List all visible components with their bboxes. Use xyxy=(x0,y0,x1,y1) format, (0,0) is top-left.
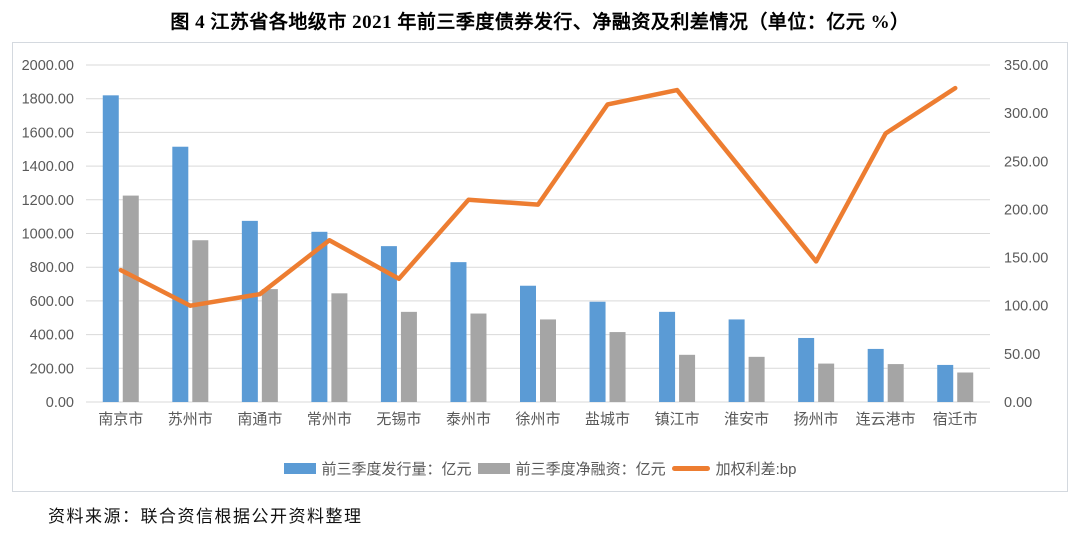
bar-net-financing-徐州市 xyxy=(540,319,556,402)
bar-net-financing-常州市 xyxy=(331,293,348,402)
right-axis-label-300: 300.00 xyxy=(1004,106,1048,122)
bar-issuance-扬州市 xyxy=(798,337,815,402)
bar-issuance-常州市 xyxy=(311,231,328,402)
right-axis-label-200: 200.00 xyxy=(1004,202,1048,218)
category-label-南京市: 南京市 xyxy=(98,411,143,428)
spread-line xyxy=(118,85,958,308)
right-axis-label-150: 150.00 xyxy=(1004,251,1048,267)
left-axis-label-200: 200.00 xyxy=(30,361,74,377)
category-label-连云港市: 连云港市 xyxy=(856,411,916,428)
bar-net-financing-宿迁市 xyxy=(957,372,974,402)
left-axis-label-1000: 1000.00 xyxy=(22,227,74,243)
spread-line-swatch-icon xyxy=(671,466,710,471)
category-label-无锡市: 无锡市 xyxy=(376,411,421,428)
category-label-南通市: 南通市 xyxy=(237,411,282,428)
bar-issuance-宿迁市 xyxy=(937,364,954,402)
left-axis-label-600: 600.00 xyxy=(30,294,74,310)
left-axis-label-0: 0.00 xyxy=(46,395,74,411)
right-axis-label-50: 50.00 xyxy=(1004,347,1040,363)
left-axis-label-1200: 1200.00 xyxy=(22,193,74,209)
net-financing-swatch-icon xyxy=(477,463,510,474)
right-axis-label-0: 0.00 xyxy=(1004,395,1032,411)
legend-label-net-financing: 前三季度净融资：亿元 xyxy=(515,461,666,478)
bar-net-financing-扬州市 xyxy=(818,363,835,402)
bar-net-financing-泰州市 xyxy=(470,313,487,402)
bar-net-financing-连云港市 xyxy=(887,364,904,402)
left-axis-label-400: 400.00 xyxy=(30,328,74,344)
bar-net-financing-盐城市 xyxy=(609,332,626,402)
category-label-常州市: 常州市 xyxy=(307,411,352,428)
bar-issuance-无锡市 xyxy=(380,246,397,402)
source-note: 资料来源：联合资信根据公开资料整理 xyxy=(48,507,363,526)
bar-net-financing-淮安市 xyxy=(748,356,765,402)
category-label-淮安市: 淮安市 xyxy=(724,411,769,428)
right-axis-label-350: 350.00 xyxy=(1004,58,1048,74)
legend: 前三季度发行量：亿元 前三季度净融资：亿元 加权利差:bp xyxy=(13,458,1067,479)
legend-label-issuance: 前三季度发行量：亿元 xyxy=(321,461,472,478)
bar-net-financing-无锡市 xyxy=(400,311,417,402)
bar-issuance-盐城市 xyxy=(589,301,606,402)
bar-issuance-镇江市 xyxy=(659,311,676,402)
category-label-扬州市: 扬州市 xyxy=(794,411,839,428)
left-axis-label-2000: 2000.00 xyxy=(22,58,74,74)
left-axis-label-1600: 1600.00 xyxy=(22,125,74,141)
category-label-泰州市: 泰州市 xyxy=(446,411,491,428)
bar-issuance-南京市 xyxy=(102,95,119,402)
bar-issuance-徐州市 xyxy=(520,285,536,402)
chart-svg: 0.00 200.00 400.00 600.00 800.00 1000.00 1200.… xyxy=(22,58,1049,428)
legend-item-issuance: 前三季度发行量：亿元 xyxy=(283,458,472,479)
category-label-宿迁市: 宿迁市 xyxy=(933,411,978,428)
page-title: 图 4 江苏省各地级市 2021 年前三季度债券发行、净融资及利差情况（单位：亿… xyxy=(170,12,910,33)
bar-issuance-南通市 xyxy=(241,220,258,402)
left-axis-label-1400: 1400.00 xyxy=(22,159,74,175)
category-label-徐州市: 徐州市 xyxy=(515,411,560,428)
legend-label-spread: 加权利差:bp xyxy=(715,461,797,478)
issuance-swatch-icon xyxy=(283,463,316,474)
bar-net-financing-南京市 xyxy=(122,195,139,402)
category-label-镇江市: 镇江市 xyxy=(655,411,700,428)
category-label-苏州市: 苏州市 xyxy=(168,411,213,428)
left-axis-label-800: 800.00 xyxy=(30,260,74,276)
right-axis-label-100: 100.00 xyxy=(1004,299,1048,315)
bar-issuance-淮安市 xyxy=(728,319,745,402)
left-axis-label-1800: 1800.00 xyxy=(22,92,74,108)
bar-issuance-泰州市 xyxy=(450,262,467,402)
legend-item-spread: 加权利差:bp xyxy=(671,458,797,479)
category-label-盐城市: 盐城市 xyxy=(585,411,630,428)
right-axis-label-250: 250.00 xyxy=(1004,154,1048,170)
bar-net-financing-镇江市 xyxy=(679,354,696,402)
bar-net-financing-苏州市 xyxy=(192,240,209,402)
legend-item-net-financing: 前三季度净融资：亿元 xyxy=(477,458,666,479)
bar-issuance-苏州市 xyxy=(172,146,189,402)
bar-issuance-连云港市 xyxy=(867,348,884,402)
bar-net-financing-南通市 xyxy=(261,289,278,402)
chart-frame: 0.00 200.00 400.00 600.00 800.00 1000.00 1200.… xyxy=(12,42,1068,492)
